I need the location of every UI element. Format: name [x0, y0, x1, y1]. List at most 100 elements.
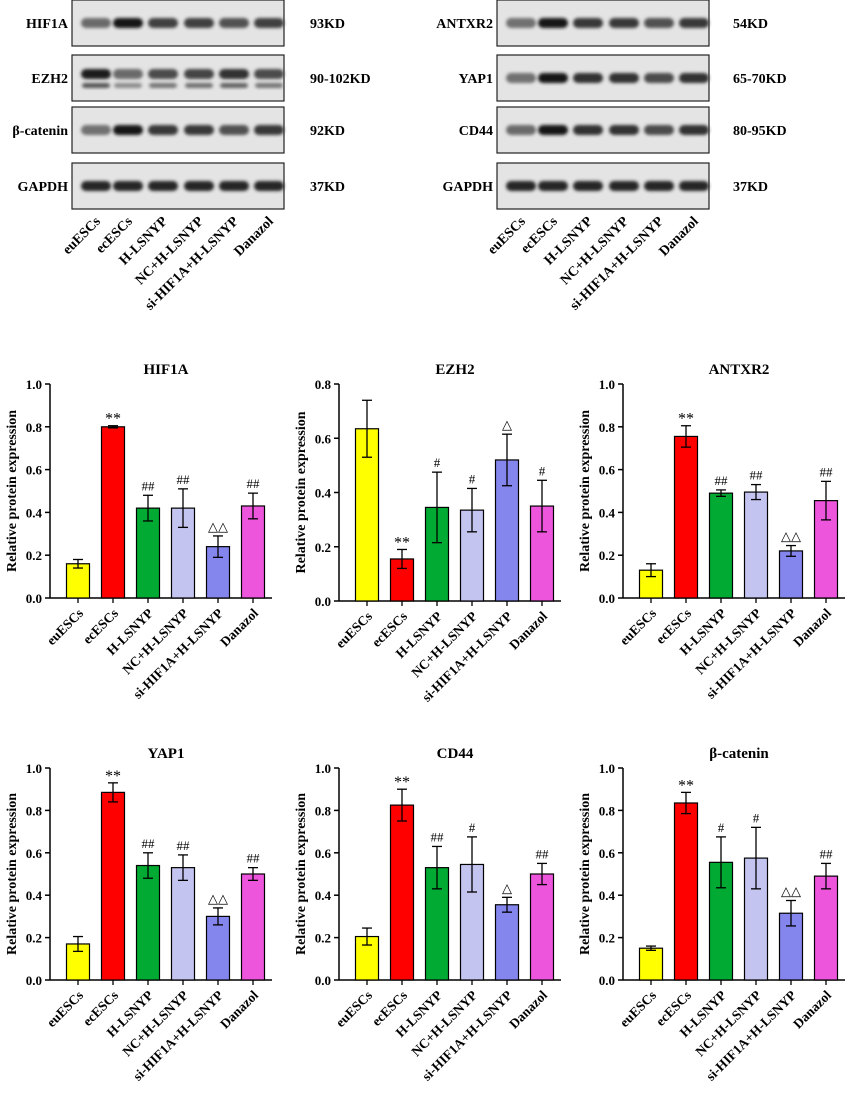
blot-band	[573, 181, 603, 191]
bar-ecESCs	[100, 426, 126, 599]
blot-band	[644, 73, 674, 83]
blot-band	[184, 18, 214, 28]
blot-band	[573, 18, 603, 28]
blot-band	[81, 181, 111, 191]
blot-size-label: 37KD	[733, 180, 768, 195]
bar-ecESCs	[100, 791, 126, 981]
chart-title: YAP1	[148, 746, 185, 762]
blot-size-label: 37KD	[310, 180, 345, 195]
blot-band	[113, 181, 143, 191]
x-tick-label: euESCs	[333, 609, 375, 651]
blot-band	[148, 69, 178, 79]
significance-label: #	[539, 463, 546, 478]
y-tick-label: 0.4	[315, 888, 332, 903]
y-tick-label: 0.4	[26, 888, 43, 903]
x-tick-label: Danazol	[506, 608, 550, 652]
significance-label: **	[678, 411, 694, 428]
blot-protein-label: GAPDH	[442, 180, 493, 195]
blot-band	[184, 181, 214, 191]
blot-band	[148, 181, 178, 191]
bar-euESCs	[65, 563, 91, 599]
y-tick-label: 0.8	[26, 803, 43, 818]
blot-band	[148, 125, 178, 135]
y-tick-label: 0.2	[26, 931, 42, 946]
blot-band	[219, 125, 249, 135]
blot-band	[113, 125, 143, 135]
significance-label: ##	[431, 829, 445, 844]
blot-band	[679, 125, 709, 135]
blot-protein-label: GAPDH	[17, 180, 68, 195]
significance-label: ##	[142, 836, 156, 851]
chart-2: ANTXR2 Relative protein expression 0.0 0.2 0…	[578, 362, 845, 702]
blot-size-label: 93KD	[310, 17, 345, 32]
bar-H-LSNYP	[708, 492, 734, 599]
y-tick-label: 0.6	[26, 846, 43, 861]
y-tick-label: 0.4	[599, 888, 616, 903]
blot-band	[506, 181, 536, 191]
blot-band	[506, 18, 536, 28]
significance-label: ##	[177, 472, 191, 487]
significance-label: **	[394, 774, 410, 791]
blot-band	[184, 69, 214, 79]
blot-band-secondary	[255, 83, 283, 88]
blot-band	[81, 69, 111, 79]
x-tick-label: euESCs	[617, 988, 659, 1030]
significance-label: ##	[820, 464, 834, 479]
blot-band	[573, 125, 603, 135]
y-tick-label: 0.8	[315, 803, 332, 818]
bar-euESCs	[638, 947, 664, 981]
y-tick-label: 0.2	[315, 931, 331, 946]
y-tick-label: 1.0	[26, 761, 42, 776]
x-tick-label: Danazol	[506, 987, 550, 1031]
western-blot-left: HIF1A 93KD EZH2 90-102KD β-catenin 92KD GAPDH 3…	[12, 0, 371, 314]
blot-lane-label: Danazol	[657, 214, 702, 259]
blot-band	[609, 181, 639, 191]
blot-band-secondary	[82, 83, 110, 88]
bar-ecESCs	[673, 435, 699, 599]
bar-si-HIF1A+H-LSNYP	[205, 915, 231, 981]
x-tick-label: Danazol	[217, 605, 261, 649]
significance-label: △△	[781, 884, 801, 899]
y-tick-label: 1.0	[315, 761, 331, 776]
significance-label: ##	[536, 846, 550, 861]
y-tick-label: 1.0	[599, 761, 615, 776]
y-axis-label: Relative protein expression	[5, 410, 20, 572]
y-tick-label: 0.6	[599, 463, 616, 478]
western-blot-right: ANTXR2 54KD YAP1 65-70KD CD44 80-95KD GAPDH 37K…	[436, 0, 787, 314]
y-tick-label: 0.0	[599, 973, 615, 988]
y-tick-label: 0.4	[599, 505, 616, 520]
blot-band	[679, 18, 709, 28]
significance-label: #	[718, 820, 725, 835]
blot-size-label: 80-95KD	[733, 124, 787, 139]
bar-Danazol	[813, 875, 839, 981]
blot-size-label: 54KD	[733, 17, 768, 32]
chart-title: CD44	[437, 746, 474, 762]
significance-label: △△	[781, 529, 801, 544]
significance-label: ##	[142, 478, 156, 493]
chart-title: HIF1A	[144, 362, 189, 378]
significance-label: #	[434, 455, 441, 470]
y-tick-label: 0.2	[26, 548, 42, 563]
blot-band	[113, 18, 143, 28]
blot-lane-label: Danazol	[232, 214, 277, 259]
blot-band	[81, 18, 111, 28]
blot-band	[679, 73, 709, 83]
y-axis-label: Relative protein expression	[5, 793, 20, 955]
bar-Danazol	[240, 873, 266, 981]
y-tick-label: 0.0	[26, 973, 42, 988]
y-tick-label: 0.0	[26, 591, 42, 606]
blot-band	[113, 69, 143, 79]
blot-band-secondary	[114, 83, 142, 88]
y-tick-label: 0.8	[599, 803, 616, 818]
chart-5: β-catenin Relative protein expression 0.0 0…	[578, 746, 845, 1084]
y-tick-label: 0.2	[599, 548, 615, 563]
bar-ecESCs	[673, 802, 699, 981]
y-tick-label: 0.2	[599, 931, 615, 946]
x-tick-label: Danazol	[217, 987, 261, 1031]
y-tick-label: 0.8	[26, 420, 43, 435]
blot-band-secondary	[149, 83, 177, 88]
blot-band	[609, 18, 639, 28]
chart-title: EZH2	[435, 362, 474, 378]
bar-charts: HIF1A Relative protein expression 0.0 0.2 0.…	[5, 362, 845, 1084]
bar-H-LSNYP	[135, 864, 161, 981]
